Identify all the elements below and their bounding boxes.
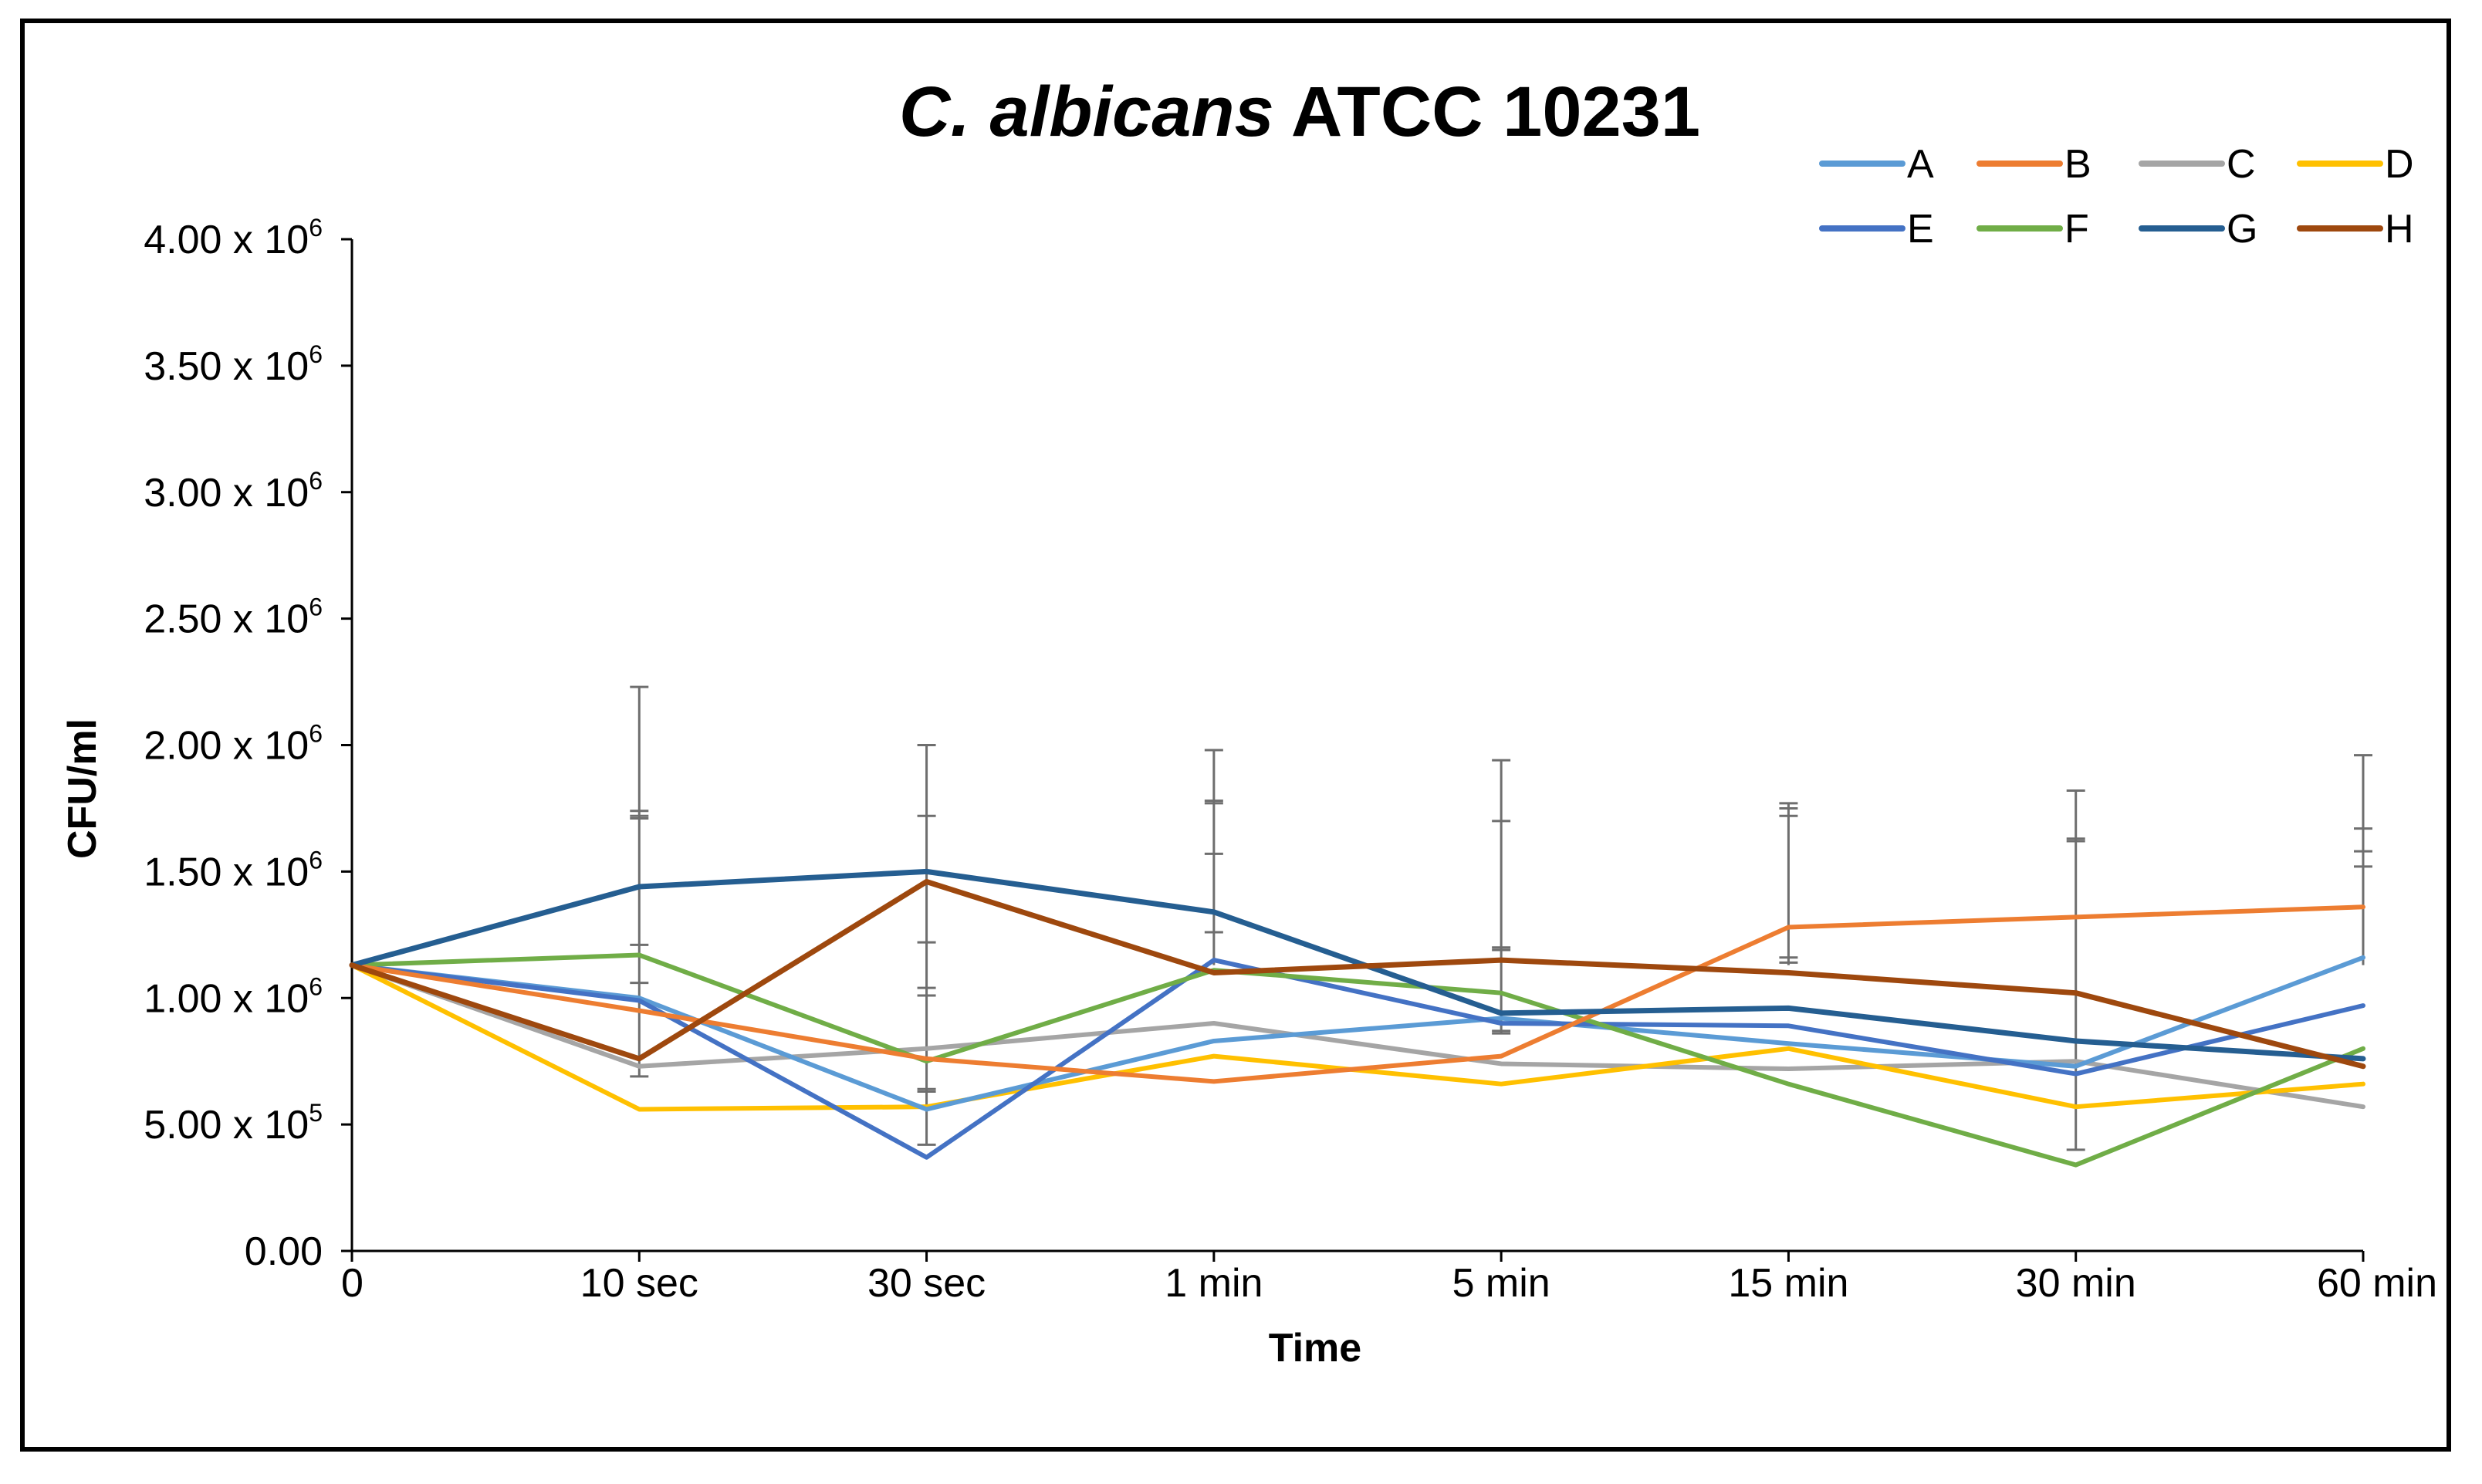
legend-label-a: A <box>1907 142 1934 187</box>
y-tick-exponent: 6 <box>309 846 323 874</box>
legend-label-g: G <box>2227 207 2257 252</box>
y-tick-mantissa: 5.00 x 10 <box>144 1103 309 1148</box>
error-bars <box>630 685 2372 1151</box>
y-tick-mantissa: 3.50 x 10 <box>144 344 309 389</box>
chart-title-strain: ATCC 10231 <box>1291 73 1700 151</box>
y-tick-mantissa: 3.00 x 10 <box>144 471 309 516</box>
y-tick-label: 1.50 x 106 <box>144 846 323 894</box>
y-tick-mantissa: 0.00 <box>245 1229 323 1274</box>
y-tick-label: 3.50 x 106 <box>144 340 323 389</box>
x-axis-title: Time <box>1269 1326 1361 1371</box>
legend: A B C D E F G H <box>1819 142 2414 252</box>
y-tick-mantissa: 4.00 x 10 <box>144 218 309 262</box>
chart-frame <box>20 19 2451 1452</box>
x-tick-label: 1 min <box>1165 1261 1263 1306</box>
y-tick-exponent: 6 <box>309 972 323 1000</box>
y-tick-label: 0.00 <box>245 1229 323 1274</box>
series-line-b <box>350 904 2365 1084</box>
y-tick-mantissa: 2.00 x 10 <box>144 724 309 769</box>
series-lines <box>349 868 2366 1168</box>
legend-label-f: F <box>2064 207 2089 252</box>
y-tick-exponent: 6 <box>309 593 323 621</box>
y-tick-mantissa: 2.50 x 10 <box>144 597 309 642</box>
y-tick-mantissa: 1.50 x 10 <box>144 850 309 894</box>
y-tick-label: 3.00 x 106 <box>144 467 323 516</box>
y-tick-mantissa: 1.00 x 10 <box>144 976 309 1021</box>
x-tick-label: 30 min <box>2016 1261 2136 1306</box>
y-tick-exponent: 6 <box>309 340 323 368</box>
series-line-g <box>349 868 2366 1062</box>
series-line-f <box>350 952 2365 1168</box>
y-tick-exponent: 5 <box>309 1099 323 1127</box>
legend-label-b: B <box>2064 142 2091 187</box>
y-axis-title: CFU/ml <box>60 718 105 859</box>
x-tick-label: 10 sec <box>580 1261 698 1306</box>
x-tick-label: 5 min <box>1452 1261 1550 1306</box>
y-tick-exponent: 6 <box>309 214 323 242</box>
y-tick-label: 5.00 x 105 <box>144 1099 323 1148</box>
x-tick-label: 60 min <box>2317 1261 2437 1306</box>
series-line-h <box>349 878 2366 1070</box>
chart-title: C. albicans ATCC 10231 <box>899 73 1700 151</box>
x-axis: 0 10 sec 30 sec 1 min 5 min 15 min 30 min 60 mi… <box>341 1249 2437 1306</box>
legend-label-c: C <box>2227 142 2256 187</box>
y-tick-label: 1.00 x 106 <box>144 972 323 1021</box>
y-tick-label: 2.50 x 106 <box>144 593 323 642</box>
y-tick-exponent: 6 <box>309 720 323 748</box>
x-tick-label: 0 <box>341 1261 364 1306</box>
chart-title-species: C. albicans <box>899 73 1274 151</box>
x-tick-label: 15 min <box>1728 1261 1848 1306</box>
y-tick-label: 2.00 x 106 <box>144 720 323 769</box>
series-line-c <box>350 962 2365 1110</box>
legend-label-d: D <box>2385 142 2414 187</box>
y-tick-label: 4.00 x 106 <box>144 214 323 262</box>
legend-label-e: E <box>1907 207 1934 252</box>
legend-label-h: H <box>2385 207 2414 252</box>
x-tick-label: 30 sec <box>867 1261 986 1306</box>
y-tick-exponent: 6 <box>309 467 323 495</box>
